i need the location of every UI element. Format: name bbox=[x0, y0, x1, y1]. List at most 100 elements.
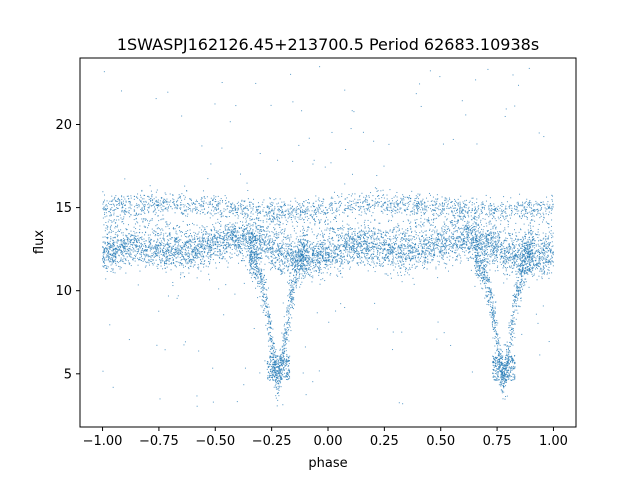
data-point bbox=[310, 215, 312, 217]
data-point bbox=[547, 255, 549, 257]
data-point bbox=[503, 209, 505, 211]
data-point bbox=[343, 245, 345, 247]
data-point bbox=[446, 240, 448, 241]
data-point bbox=[374, 187, 376, 189]
data-point bbox=[185, 260, 187, 262]
data-point bbox=[287, 217, 289, 219]
data-point bbox=[312, 259, 314, 261]
data-point bbox=[107, 226, 109, 228]
data-point bbox=[457, 204, 459, 206]
data-point bbox=[216, 204, 218, 206]
data-point bbox=[264, 241, 266, 243]
data-point bbox=[448, 230, 450, 232]
data-point bbox=[351, 193, 353, 195]
data-point bbox=[278, 209, 280, 211]
data-point bbox=[405, 235, 407, 237]
data-point bbox=[513, 255, 515, 257]
data-point bbox=[446, 256, 448, 258]
data-point bbox=[171, 248, 173, 250]
data-point bbox=[372, 204, 374, 206]
data-point bbox=[289, 204, 291, 206]
data-point bbox=[338, 270, 340, 272]
data-point bbox=[141, 232, 143, 234]
data-point bbox=[139, 253, 141, 255]
data-point bbox=[320, 205, 322, 207]
data-point bbox=[386, 194, 388, 196]
data-point bbox=[228, 226, 230, 228]
data-point bbox=[293, 257, 295, 259]
data-point bbox=[430, 248, 432, 250]
data-point bbox=[176, 238, 178, 240]
data-point bbox=[313, 202, 315, 204]
data-point bbox=[460, 207, 462, 209]
data-point bbox=[243, 235, 245, 237]
data-point bbox=[510, 267, 512, 269]
data-point bbox=[261, 204, 263, 206]
data-point bbox=[409, 197, 411, 199]
data-point bbox=[344, 249, 346, 251]
data-point bbox=[321, 210, 323, 212]
data-point bbox=[225, 197, 227, 199]
data-point bbox=[447, 203, 449, 205]
data-point bbox=[134, 206, 136, 208]
data-point bbox=[488, 209, 490, 211]
data-point bbox=[503, 262, 505, 264]
data-point bbox=[421, 206, 423, 208]
data-point bbox=[207, 252, 209, 254]
data-point bbox=[496, 210, 498, 212]
data-point bbox=[360, 256, 362, 258]
data-point bbox=[486, 225, 488, 227]
data-point bbox=[291, 249, 293, 251]
data-point bbox=[465, 207, 467, 209]
data-point bbox=[403, 204, 405, 206]
data-point bbox=[104, 242, 106, 244]
data-point bbox=[302, 263, 304, 265]
data-point bbox=[284, 258, 286, 260]
data-point bbox=[489, 235, 491, 237]
data-point bbox=[335, 211, 337, 213]
data-point bbox=[241, 238, 243, 240]
data-point bbox=[543, 262, 545, 264]
data-point bbox=[524, 216, 526, 218]
data-point bbox=[421, 200, 423, 202]
data-point bbox=[528, 204, 530, 206]
data-point bbox=[325, 253, 327, 255]
data-point bbox=[335, 209, 337, 211]
data-point bbox=[313, 205, 315, 207]
data-point bbox=[376, 242, 378, 244]
data-point bbox=[402, 201, 404, 203]
data-point bbox=[261, 257, 263, 259]
data-point bbox=[221, 213, 223, 215]
data-point bbox=[300, 238, 302, 240]
data-point bbox=[249, 239, 251, 241]
data-point bbox=[367, 204, 369, 206]
data-point bbox=[454, 215, 456, 217]
data-point bbox=[508, 206, 510, 208]
data-point bbox=[479, 240, 481, 242]
data-point bbox=[417, 253, 419, 255]
data-point bbox=[288, 252, 290, 254]
data-point bbox=[311, 243, 313, 245]
data-point bbox=[227, 205, 229, 207]
data-point bbox=[118, 204, 120, 206]
data-point bbox=[108, 257, 110, 259]
data-point bbox=[459, 231, 461, 233]
data-point bbox=[153, 210, 155, 212]
data-point bbox=[168, 240, 170, 242]
data-point bbox=[374, 205, 376, 207]
data-point bbox=[320, 268, 322, 270]
data-point bbox=[436, 194, 438, 196]
data-point bbox=[273, 217, 275, 219]
data-point bbox=[386, 198, 388, 200]
data-point bbox=[104, 208, 106, 210]
data-point bbox=[543, 272, 545, 274]
data-point bbox=[536, 279, 538, 281]
data-point bbox=[107, 250, 109, 252]
data-point bbox=[527, 212, 529, 214]
data-point bbox=[365, 247, 367, 249]
data-point bbox=[303, 221, 305, 223]
data-point bbox=[187, 213, 189, 215]
data-point bbox=[324, 240, 326, 241]
data-point bbox=[245, 212, 247, 214]
data-point bbox=[166, 247, 168, 249]
